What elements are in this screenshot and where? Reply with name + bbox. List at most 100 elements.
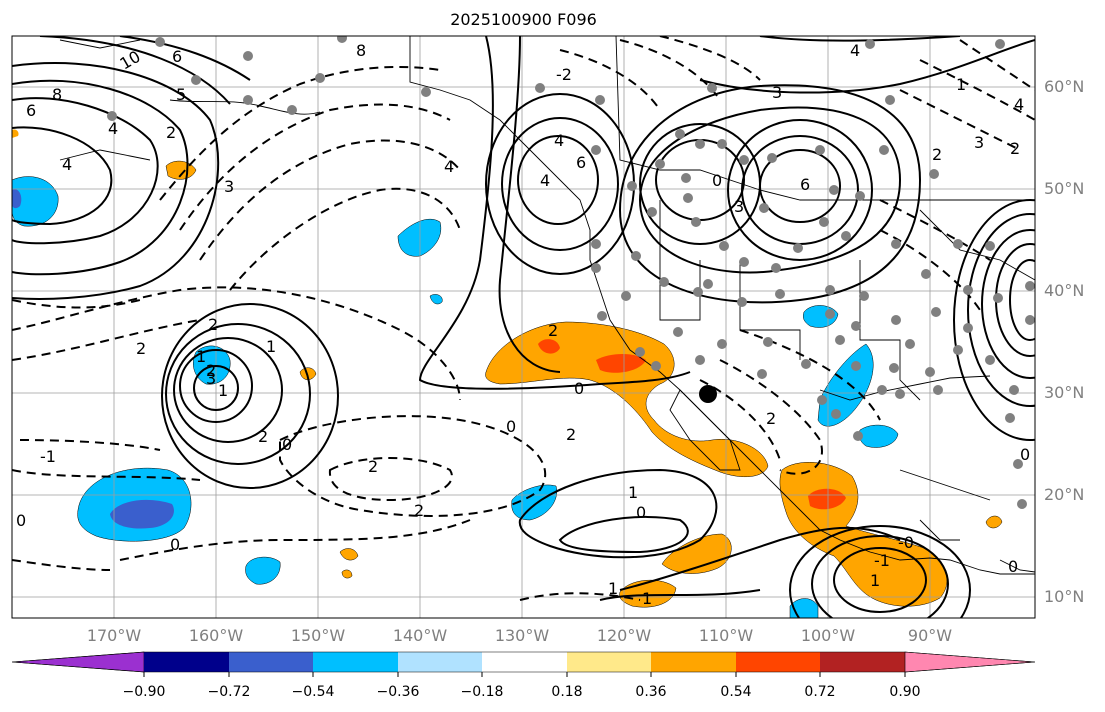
- colorbar-extend-right: [904, 651, 1036, 673]
- lon-label-150w: 150°W: [290, 626, 346, 645]
- lon-label-90w: 90°W: [907, 626, 953, 645]
- contour-label: 4: [540, 171, 550, 190]
- contour-label: 2: [208, 315, 218, 334]
- colorbar-segment: [820, 652, 905, 672]
- contour-label: 2: [414, 501, 424, 520]
- contour-label: 0: [1008, 557, 1018, 576]
- colorbar-segment: [398, 652, 482, 672]
- graticule: [12, 36, 1035, 618]
- contour-label: 6: [576, 153, 586, 172]
- shade-darkblue-sw: [110, 499, 174, 529]
- contour-label: 4: [108, 119, 118, 138]
- contour-label: 1: [628, 483, 638, 502]
- colorbar-ticks: [143, 672, 906, 677]
- contour-label: 2: [766, 409, 776, 428]
- lon-label-100w: 100°W: [800, 626, 856, 645]
- lat-label-60n: 60°N: [1044, 77, 1085, 96]
- lat-label-10n: 10°N: [1044, 587, 1085, 606]
- contour-label: 3: [206, 369, 216, 388]
- lon-label-140w: 140°W: [392, 626, 448, 645]
- shade-red-mex: [808, 488, 846, 510]
- colorbar-segment: [144, 652, 229, 672]
- colorbar-segment: [482, 652, 567, 672]
- marker-dot: [699, 385, 717, 403]
- shade-blue-160w: [193, 345, 231, 385]
- colorbar-tick-label: −0.54: [291, 684, 335, 700]
- colorbar-segment: [313, 652, 398, 672]
- contour-label: 4: [1014, 95, 1024, 114]
- contour-label: -0: [898, 533, 914, 552]
- colorbar-segment: [229, 652, 313, 672]
- contour-label: 0: [282, 435, 292, 454]
- contour-label: 2: [566, 425, 576, 444]
- colorbar-tick-label: −0.72: [207, 684, 251, 700]
- contour-label: 6: [800, 175, 810, 194]
- shade-orange-h: [985, 515, 1003, 529]
- contour-label: 4: [554, 131, 564, 150]
- contour-label: 0: [636, 503, 646, 522]
- shade-orange-baja: [485, 321, 769, 478]
- contour-label: 4: [62, 155, 72, 174]
- colorbar-segment: [736, 652, 820, 672]
- colorbar-tick-label: 0.54: [720, 684, 752, 700]
- lon-label-130w: 130°W: [494, 626, 550, 645]
- shade-red-b: [596, 354, 646, 373]
- lon-label-170w: 170°W: [86, 626, 142, 645]
- colorbar-tick-label: 0.72: [804, 684, 836, 700]
- lon-label-110w: 110°W: [698, 626, 754, 645]
- shade-blue-small: [429, 294, 443, 305]
- contour-label: 1: [956, 75, 966, 94]
- colorbar-tick-label: 0.18: [551, 684, 583, 700]
- contour-label: 4: [444, 157, 454, 176]
- colorbar-tick-label: 0.90: [889, 684, 921, 700]
- contour-label: 0: [574, 379, 584, 398]
- lon-label-120w: 120°W: [596, 626, 652, 645]
- contour-label-group: 10 8 6 4 2 4 6 5 3 4 -2 4 4 6 0 3 3 6 4 …: [16, 41, 1030, 608]
- shade-blue-a: [245, 556, 281, 585]
- contour-label: 0: [1020, 445, 1030, 464]
- contour-label: 2: [932, 145, 942, 164]
- contour-label: 2: [1010, 139, 1020, 158]
- contour-label: 1: [218, 381, 228, 400]
- contour-label: 2: [136, 339, 146, 358]
- contour-label: 1: [266, 337, 276, 356]
- shade-orange-nw: [165, 160, 197, 180]
- colorbar-extend-left: [11, 651, 145, 673]
- contour-lines-dashed: [12, 36, 1035, 601]
- shade-blue-central: [397, 218, 442, 257]
- contour-label: -2: [556, 65, 572, 84]
- contour-lines: [12, 36, 1035, 618]
- shade-orange-f: [339, 548, 359, 561]
- contour-label: 8: [356, 41, 366, 60]
- shade-orange-g: [341, 569, 353, 579]
- plot-frame: [11, 35, 1036, 619]
- colorbar-tick-label: −0.18: [460, 684, 504, 700]
- colorbar-segment: [651, 652, 736, 672]
- contour-label: 0: [170, 535, 180, 554]
- colorbar-segment: [567, 652, 651, 672]
- colorbar-tick-label: −0.36: [376, 684, 420, 700]
- colorbar-tick-label: 0.36: [635, 684, 667, 700]
- shade-darkblue-west: [12, 189, 22, 209]
- colorbar-tick-label: −0.90: [122, 684, 166, 700]
- contour-label: 2: [258, 427, 268, 446]
- shade-orange-c: [661, 533, 732, 574]
- lat-label-30n: 30°N: [1044, 383, 1085, 402]
- contour-label: 0: [712, 171, 722, 190]
- shade-blue-b: [511, 484, 558, 521]
- lon-label-160w: 160°W: [188, 626, 244, 645]
- contour-label: -1: [40, 447, 56, 466]
- shade-red-a: [538, 339, 560, 354]
- lat-label-40n: 40°N: [1044, 281, 1085, 300]
- contour-label: 3: [772, 83, 782, 102]
- contour-label: 3: [734, 197, 744, 216]
- lat-label-20n: 20°N: [1044, 485, 1085, 504]
- contour-label: 0: [16, 511, 26, 530]
- contour-label: -1: [874, 551, 890, 570]
- contour-label: 2: [166, 123, 176, 142]
- contour-label: 6: [172, 47, 182, 66]
- contour-label: 8: [52, 85, 62, 104]
- contour-label: 2: [206, 361, 216, 380]
- map-title: 2025100900 F096: [450, 10, 597, 29]
